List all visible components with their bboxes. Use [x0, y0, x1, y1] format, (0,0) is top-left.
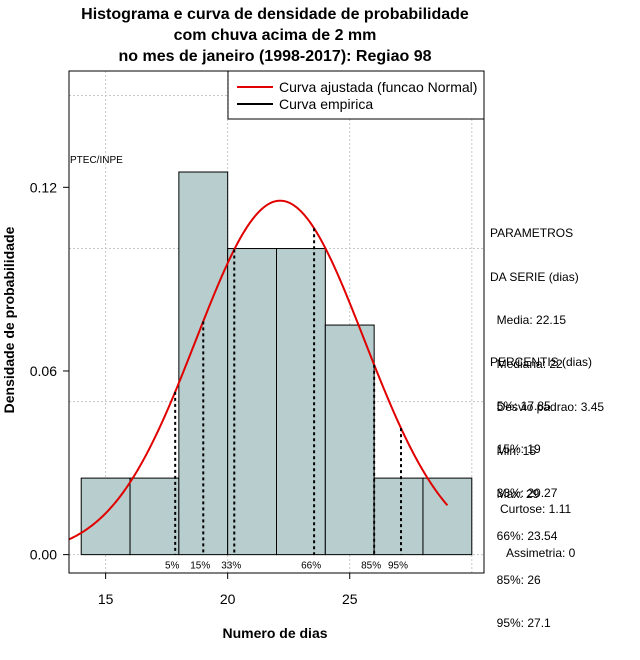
- params-line: Min: 15: [490, 443, 537, 458]
- params-line: DA SERIE (dias): [490, 269, 579, 284]
- histogram-bar: [129, 477, 180, 556]
- skewness-text: Assimetria: 0: [500, 545, 576, 560]
- y-tick-label: 0.00: [30, 547, 57, 563]
- histogram-bar: [227, 248, 277, 556]
- params-line: Mediana: 22: [490, 356, 563, 371]
- percentis-line: 15%: 19: [490, 442, 541, 456]
- histogram-bar: [373, 477, 424, 556]
- legend-box: [227, 70, 485, 120]
- percentile-label: 66%: [301, 561, 321, 572]
- histogram-bar: [80, 477, 131, 556]
- y-axis-label: Densidade de probabilidade: [1, 226, 17, 414]
- histogram-bar: [422, 477, 473, 556]
- histogram-bar: [324, 324, 375, 556]
- percentile-label: 15%: [190, 561, 210, 572]
- params-line: Media: 22.15: [490, 313, 567, 327]
- series-parameters-block: PARAMETROS DA SERIE (dias) Media: 22.15 …: [490, 197, 604, 516]
- percentile-label: 33%: [221, 561, 241, 572]
- x-axis-label: Numero de dias: [222, 625, 328, 641]
- x-tick-label: 15: [98, 591, 114, 607]
- percentile-label: 95%: [388, 561, 408, 572]
- y-tick-label: 0.06: [30, 363, 57, 379]
- percentis-line: 33%: 20.27: [490, 485, 558, 500]
- x-tick-label: 25: [342, 591, 358, 607]
- x-tick-label: 20: [220, 591, 236, 607]
- percentis-line: 85%: 26: [490, 572, 541, 587]
- params-line: PARAMETROS: [490, 226, 574, 240]
- percentis-line: 66%: 23.54: [490, 529, 558, 543]
- percentiles-block: PERCENTIS (dias) 5%: 17.85 15%: 19 33%: …: [490, 326, 592, 645]
- percentile-label: 85%: [361, 561, 381, 572]
- chart-title-line-1: Histograma e curva de densidade de proba…: [81, 6, 469, 23]
- shape-stats-block: Curtose: 1.11 Assimetria: 0: [500, 473, 575, 575]
- normal-curve-line: [69, 199, 449, 541]
- percentis-line: PERCENTIS (dias): [490, 355, 593, 369]
- chart-title-line-3: no mes de janeiro (1998-2017): Regiao 98: [118, 48, 432, 65]
- legend-label-empirical-curve: Curva empirica: [279, 96, 373, 112]
- percentile-label: 5%: [165, 561, 180, 572]
- kurtosis-text: Curtose: 1.11: [500, 502, 572, 516]
- chart-title: Histograma e curva de densidade de proba…: [0, 4, 550, 67]
- params-line: Max: 29: [490, 487, 540, 501]
- percentis-line: 95%: 27.1: [490, 616, 551, 630]
- histogram-bar: [276, 248, 326, 556]
- params-line: Desvio padrao: 3.45: [490, 400, 605, 414]
- ptec-inpe-annotation: PTEC/INPE: [70, 155, 123, 166]
- y-tick-label: 0.12: [30, 179, 57, 195]
- percentis-line: 5%: 17.85: [490, 398, 551, 413]
- chart-title-line-2: com chuva acima de 2 mm: [173, 27, 377, 44]
- legend-label-normal-curve: Curva ajustada (funcao Normal): [279, 79, 477, 95]
